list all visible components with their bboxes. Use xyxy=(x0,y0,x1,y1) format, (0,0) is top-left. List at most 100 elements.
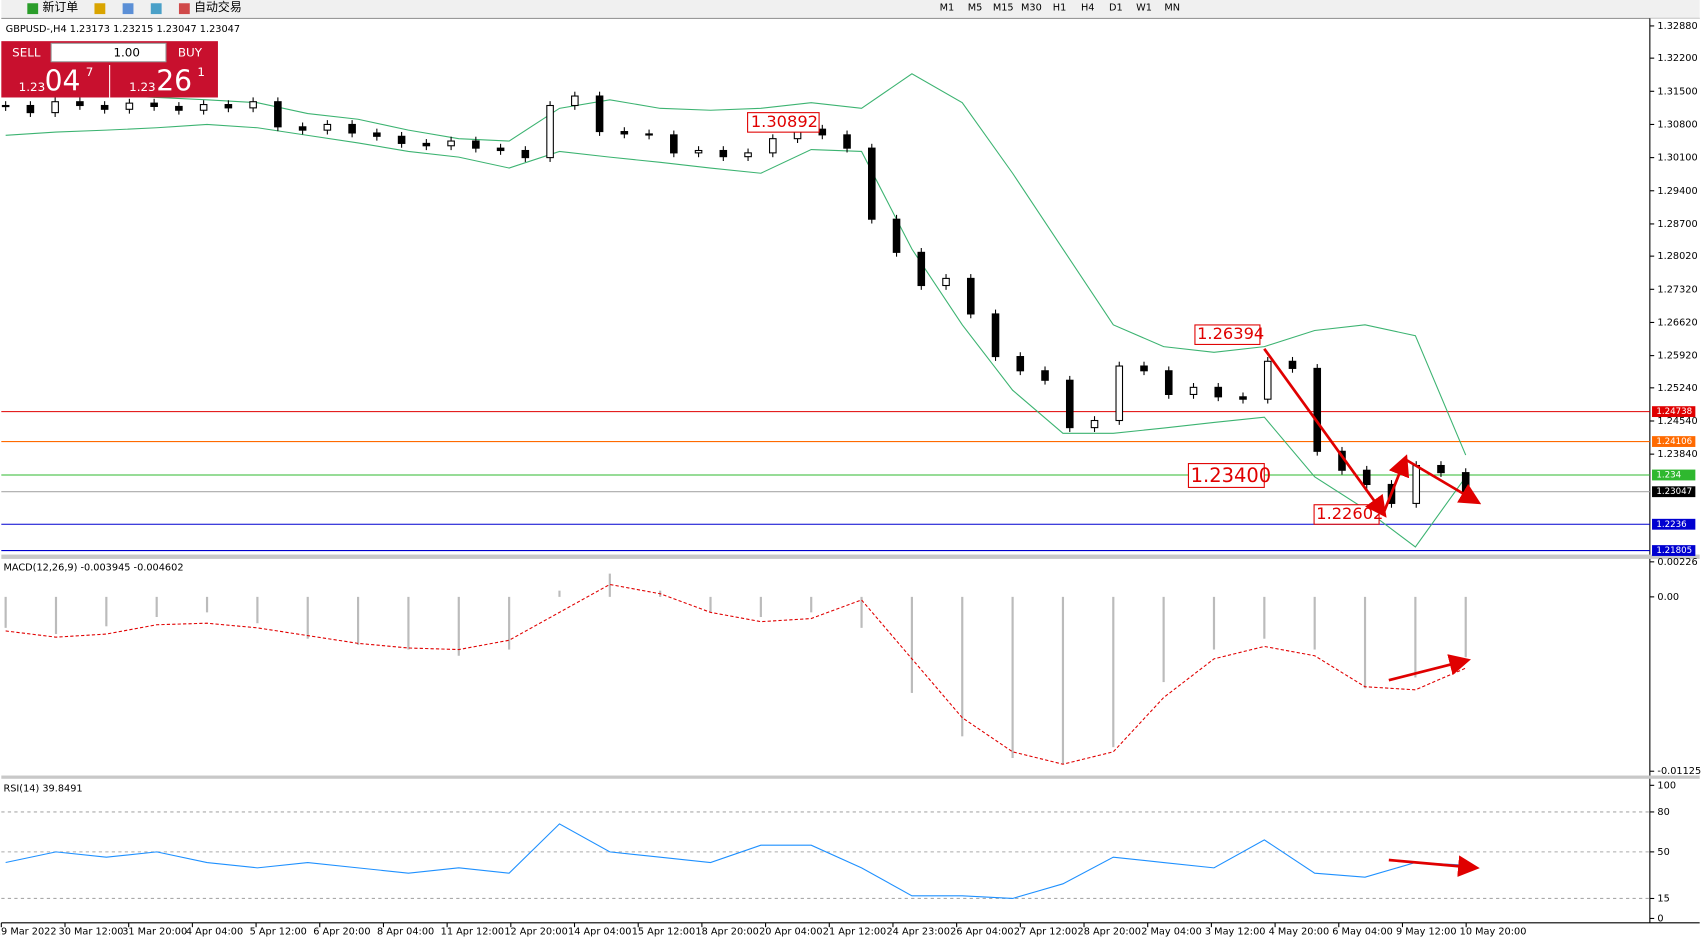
y-tick-label: 1.29400 xyxy=(1657,186,1697,197)
candle xyxy=(1288,360,1297,369)
y-tick-label: 1.24540 xyxy=(1657,416,1697,427)
y-tick-label: 1.27320 xyxy=(1657,284,1697,295)
level-label: 1.24106 xyxy=(1656,437,1692,447)
arrow xyxy=(1263,347,1387,518)
y-tick-label: 1.28700 xyxy=(1657,219,1697,230)
auto-trading-icon[interactable] xyxy=(178,3,190,15)
macd-bar xyxy=(961,596,964,737)
candle xyxy=(422,142,431,147)
candle xyxy=(719,149,728,158)
candle xyxy=(966,277,975,315)
sell-frac[interactable]: 7 xyxy=(86,65,94,79)
level-tag xyxy=(1652,436,1696,447)
panel-separator xyxy=(1,554,1700,559)
timeframe-button[interactable]: H1 xyxy=(1053,3,1067,14)
y-tick-label: 0 xyxy=(1657,913,1663,924)
y-tick-label: 1.25920 xyxy=(1657,351,1697,362)
buy-pips[interactable]: 26 xyxy=(156,64,192,97)
arrow xyxy=(1388,855,1480,877)
candle xyxy=(818,128,827,136)
x-tick-label: 20 Apr 04:00 xyxy=(759,927,822,938)
macd-bar xyxy=(256,596,259,624)
y-tick-label: 1.30100 xyxy=(1657,153,1697,164)
candle xyxy=(51,101,59,114)
timeframe-button[interactable]: MN xyxy=(1164,3,1180,14)
candle xyxy=(868,147,876,220)
arrow xyxy=(1404,458,1482,505)
level-tag xyxy=(1652,469,1696,481)
candle xyxy=(670,134,678,154)
x-tick-label: 4 Apr 04:00 xyxy=(186,927,243,938)
candle xyxy=(397,135,406,144)
level-label: 1.234 xyxy=(1656,470,1681,480)
buy-frac[interactable]: 1 xyxy=(197,65,205,79)
timeframe-button[interactable]: M30 xyxy=(1021,3,1042,14)
x-tick-label: 10 May 20:00 xyxy=(1460,927,1527,938)
timeframe-button[interactable]: W1 xyxy=(1136,3,1152,14)
y-tick-label: 80 xyxy=(1657,807,1669,818)
y-tick-label: 0.00 xyxy=(1657,592,1679,603)
candle xyxy=(1016,356,1025,372)
candle xyxy=(150,102,158,107)
candle xyxy=(298,126,307,131)
auto-trading[interactable]: 自动交易 xyxy=(194,0,242,14)
x-tick-label: 29 Mar 2022 xyxy=(0,927,57,938)
x-tick-label: 28 Apr 20:00 xyxy=(1078,927,1141,938)
candle xyxy=(942,277,950,287)
x-tick-label: 31 Mar 20:00 xyxy=(122,927,187,938)
macd-bar xyxy=(558,590,561,597)
x-tick-label: 6 May 04:00 xyxy=(1332,927,1393,938)
candle xyxy=(769,138,777,154)
sell-button[interactable]: SELL xyxy=(12,46,41,60)
candle xyxy=(595,95,604,133)
timeframe-button[interactable]: H4 xyxy=(1081,3,1095,14)
volume-box[interactable] xyxy=(50,42,167,63)
candle xyxy=(373,132,381,137)
annotation-box xyxy=(747,112,820,133)
level-tag xyxy=(1652,545,1696,556)
candle xyxy=(348,123,356,134)
candle xyxy=(991,313,1000,358)
candle xyxy=(1313,367,1322,452)
x-tick-label: 9 May 12:00 xyxy=(1396,927,1457,938)
timeframe-bar: M1 M5 M15 M30 H1 H4 D1 W1 MN xyxy=(940,3,1180,14)
candle xyxy=(249,101,257,109)
macd-bar xyxy=(1313,596,1316,650)
new-order-icon[interactable] xyxy=(27,3,39,15)
x-tick-label: 5 Apr 12:00 xyxy=(250,927,307,938)
sell-price[interactable]: 1.23 xyxy=(19,80,46,94)
sell-pips[interactable]: 04 xyxy=(45,64,81,97)
macd-bar xyxy=(4,596,7,628)
timeframe-button[interactable]: D1 xyxy=(1109,3,1123,14)
toolbar-icon[interactable] xyxy=(150,3,162,15)
candle xyxy=(1461,472,1470,493)
buy-price[interactable]: 1.23 xyxy=(129,80,156,94)
y-tick-label: 1.25240 xyxy=(1657,383,1697,394)
toolbar-icon[interactable] xyxy=(122,3,134,15)
annotation-box xyxy=(1187,463,1265,488)
level-label: 1.24738 xyxy=(1656,407,1692,417)
macd-bar xyxy=(1112,596,1115,748)
x-tick-label: 26 Apr 04:00 xyxy=(950,927,1013,938)
candle xyxy=(694,149,703,154)
macd-bar xyxy=(1363,596,1367,689)
x-tick-label: 12 Apr 20:00 xyxy=(504,927,567,938)
annotations: 1.30892 1.26394 1.23400 1.22602 xyxy=(747,112,1482,877)
candle xyxy=(620,131,629,135)
macd-bar xyxy=(1061,596,1065,765)
timeframe-button[interactable]: M15 xyxy=(993,3,1014,14)
candle xyxy=(892,218,901,253)
timeframe-button[interactable]: M5 xyxy=(968,3,983,14)
candle xyxy=(1,104,10,108)
timeframe-button[interactable]: M1 xyxy=(940,3,955,14)
candle xyxy=(1362,469,1371,486)
x-tick-label: 14 Apr 04:00 xyxy=(568,927,631,938)
toolbar-icon[interactable] xyxy=(94,3,106,15)
x-tick-label: 15 Apr 12:00 xyxy=(632,927,695,938)
macd-bar xyxy=(306,596,309,639)
volume[interactable]: 1.00 xyxy=(113,46,140,60)
buy-button[interactable]: BUY xyxy=(178,46,203,60)
new-order[interactable]: 新订单 xyxy=(42,0,78,14)
candle xyxy=(447,140,455,147)
